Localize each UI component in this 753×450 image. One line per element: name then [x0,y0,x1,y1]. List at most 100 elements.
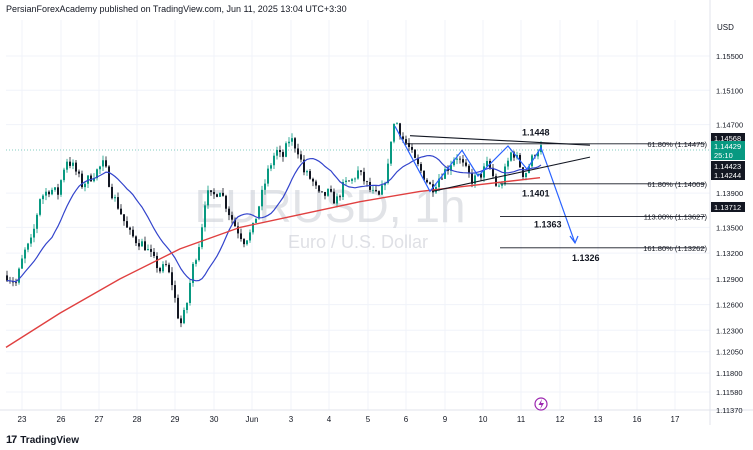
price-tag-label: 25:10 [714,151,733,160]
candle-body [195,260,197,264]
time-tick-label: 4 [327,415,332,424]
candle-body [279,150,281,153]
watermark-symbol: EURUSD, 1h [195,180,466,232]
candle-body [219,192,221,197]
price-tag-box [711,150,745,160]
ma-fast-line [6,154,542,283]
price-tag-label: 1.14568 [714,134,741,143]
price-annotation: 1.1326 [572,253,600,263]
time-axis: 23 26 27 28 29 30 Jun 3 4 5 6 9 10 11 12 13 16 17 [18,415,680,424]
candle-body [39,199,41,215]
price-annotation: 1.1448 [522,127,550,137]
candle-body [264,183,266,190]
price-annotation: 1.1401 [522,189,550,199]
price-tag-box [711,133,745,143]
candle-body [495,176,497,186]
candle-body [345,180,347,183]
candle-body [273,155,275,166]
candle-body [168,264,170,273]
candle-body [321,191,323,193]
currency-label[interactable]: USD [717,23,734,32]
candle-body [387,163,389,184]
candle-body [324,192,326,196]
candle-body [354,178,356,180]
candle-body [162,264,164,272]
price-tick-label: 1.14700 [716,121,743,130]
symbol-watermark: EURUSD, 1h Euro / U.S. Dollar [195,180,466,252]
candle-body [327,189,329,196]
candle-body [510,152,512,161]
candle-body [342,182,344,197]
candle-body [297,148,299,155]
candle-body [477,173,479,176]
candle-body [378,191,380,195]
candle-body [75,162,77,172]
candle-body [126,221,128,228]
candle-body [27,243,29,250]
lightning-icon[interactable] [534,397,548,411]
time-tick-label: 11 [517,415,526,424]
candle-body [63,169,65,181]
candle-body [480,173,482,178]
candle-body [288,141,290,144]
price-tick-label: 1.15100 [716,86,743,95]
price-axis: 1.15500 1.15100 1.14700 1.13900 1.13500 1.132… [716,52,743,415]
price-tag-label: 1.14423 [714,162,741,171]
candle-body [105,160,107,167]
fib-level-label: 61.80% (1.14009) [647,180,707,189]
candle-body [222,192,224,196]
candle-body [393,123,395,142]
candle-body [93,178,95,182]
candle-body [171,272,173,286]
candle-body [255,218,257,223]
candle-body [114,197,116,199]
candle-body [150,249,152,252]
candle-body [159,268,161,272]
candle-body [24,249,26,259]
candle-body [15,282,17,284]
candle-body [528,166,530,173]
candle-body [501,184,503,186]
time-tick-label: Jun [246,415,259,424]
tradingview-logo-icon: 17 [6,434,17,446]
lower-trendline [431,156,591,192]
watermark-description: Euro / U.S. Dollar [288,232,428,252]
candle-body [30,237,32,244]
candle-body [312,178,314,182]
candle-body [336,196,338,204]
candle-body [210,190,212,192]
candle-body [117,197,119,209]
candle-body [48,191,50,195]
price-tag-box [711,202,745,212]
candle-body [315,181,317,186]
candle-body [414,149,416,158]
candle-body [366,181,368,183]
candle-body [36,214,38,229]
candle-body [204,205,206,228]
candle-body [465,162,467,166]
candle-body [420,164,422,171]
candle-body [213,191,215,195]
candles [6,122,542,328]
fib-level-label: 61.80% (1.14475) [647,140,707,149]
candle-body [6,275,8,281]
candle-body [234,219,236,227]
candle-body [498,185,500,187]
price-tick-label: 1.15500 [716,52,743,61]
candle-body [132,229,134,237]
candle-body [372,189,374,191]
time-tick-label: 6 [404,415,409,424]
candle-body [270,165,272,169]
price-tick-label: 1.11370 [716,406,743,415]
candle-body [408,143,410,147]
candle-body [525,172,527,177]
tradingview-logo[interactable]: 17 TradingView [6,434,79,446]
price-tick-label: 1.12600 [716,301,743,310]
candle-body [447,169,449,171]
time-tick-label: 5 [366,415,371,424]
time-tick-label: 12 [556,415,565,424]
time-tick-label: 27 [95,415,104,424]
candle-body [141,241,143,247]
